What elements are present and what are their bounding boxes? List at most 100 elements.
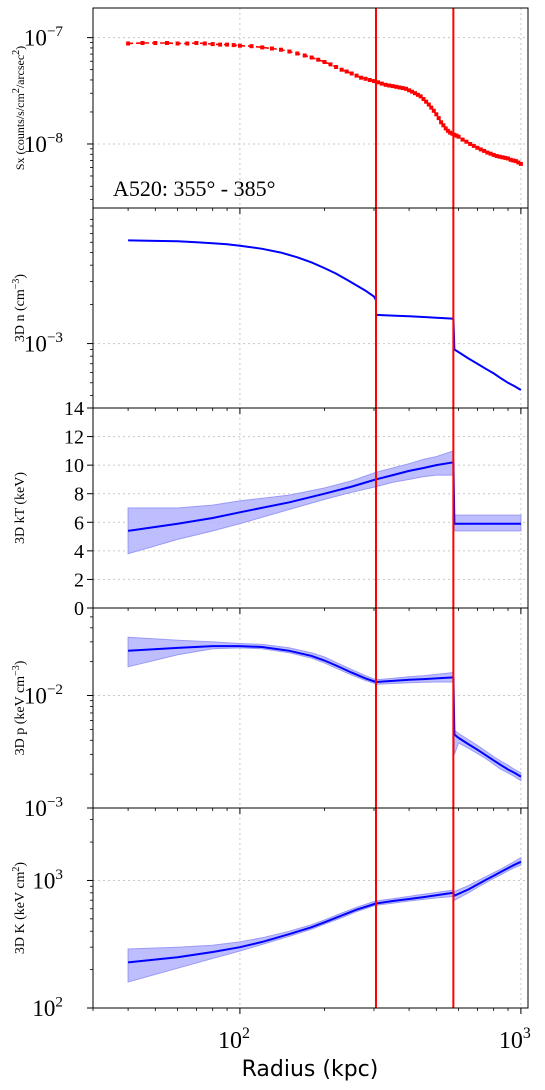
data-point [450,131,455,136]
data-point [491,152,496,157]
data-point [485,150,490,155]
data-point [237,43,242,48]
data-point [497,154,502,159]
data-point [231,43,236,48]
axes-frames [92,7,529,1009]
data-point [475,145,480,150]
y-tick-label: 14 [64,398,84,420]
data-point [344,69,349,74]
y-tick-label: 2 [74,569,84,591]
data-point [418,94,423,99]
x-tick-label: 103 [499,1025,531,1054]
data-point [516,160,521,165]
data-point [482,148,487,153]
data-point [309,55,314,60]
data-point [140,41,145,45]
data-point [513,159,518,164]
discontinuity-lines [374,8,455,1008]
data-point [279,47,283,52]
data-point [322,60,327,64]
data-point [503,155,508,160]
data-point [376,80,380,85]
y-tick-label: 0 [74,598,84,620]
data-point [415,92,420,97]
data-point [464,139,469,144]
data-point [441,123,446,128]
data-point [397,85,402,90]
data-point [225,42,230,47]
data-point [468,142,473,146]
data-point [478,147,483,152]
data-point [439,120,444,125]
y-axis-label: 3D kT (keV) [13,472,28,544]
y-tick-label: 10 [64,455,84,477]
data-point [431,108,436,113]
data-point [421,97,426,101]
model-line [127,902,377,964]
data-point [269,46,274,51]
model-line [452,860,522,898]
data-point [185,41,190,46]
y-axis-label: 3D n (cm−3) [11,274,28,343]
data-point [383,82,388,87]
y-tick-label: 10−8 [24,129,64,157]
model-line [128,645,377,683]
confidence-bands [127,450,522,983]
data-point [287,49,292,54]
data-point [328,62,333,67]
data-point [500,155,505,160]
confidence-band [127,636,377,685]
data-point [260,45,265,50]
data-point [210,42,215,47]
model-line [375,676,454,683]
data-point [426,102,431,107]
data-point [460,137,465,142]
data-point [175,41,180,46]
y-tick-label: 8 [74,484,84,506]
data-point [295,51,300,56]
data-point [488,151,493,156]
y-axis-label: 3D K (keV cm2) [11,862,28,955]
y-axis-label: Sx (counts/s/cm2/arcsec2) [11,46,27,170]
data-point [400,86,405,91]
data-point [165,41,169,45]
data-point [349,71,354,76]
axes-frame [92,807,529,1009]
y-tick-label: 102 [32,993,63,1021]
data-point [511,158,516,163]
data-point [454,133,459,138]
model-line [128,239,377,301]
data-point [379,81,384,86]
data-point [359,75,364,80]
y-tick-label: 10−3 [24,329,63,357]
data-point [429,105,434,110]
y-tick-label: 10−2 [24,681,63,709]
data-point [508,157,513,162]
data-point [387,83,392,88]
data-point [194,41,199,45]
profile-lines [126,41,523,964]
data-point [316,57,321,62]
model-line [375,891,454,905]
y-tick-label: 6 [74,512,84,534]
data-point [249,44,254,49]
data-point [367,78,372,82]
data-point [153,41,158,45]
data-point [434,112,439,117]
y-tick-label: 12 [64,427,84,449]
data-point [354,73,359,78]
data-point [436,116,441,121]
data-point [394,84,399,89]
axes-frame [92,607,529,809]
data-point [404,86,408,91]
y-axis-label: 3D p (keV cm−3) [11,660,28,755]
data-point [494,154,499,158]
data-point [202,41,207,46]
data-point [218,42,223,47]
model-line [375,313,454,320]
data-point [456,134,461,139]
y-tick-label: 4 [74,541,84,563]
data-point [302,53,307,58]
data-point [518,161,523,166]
